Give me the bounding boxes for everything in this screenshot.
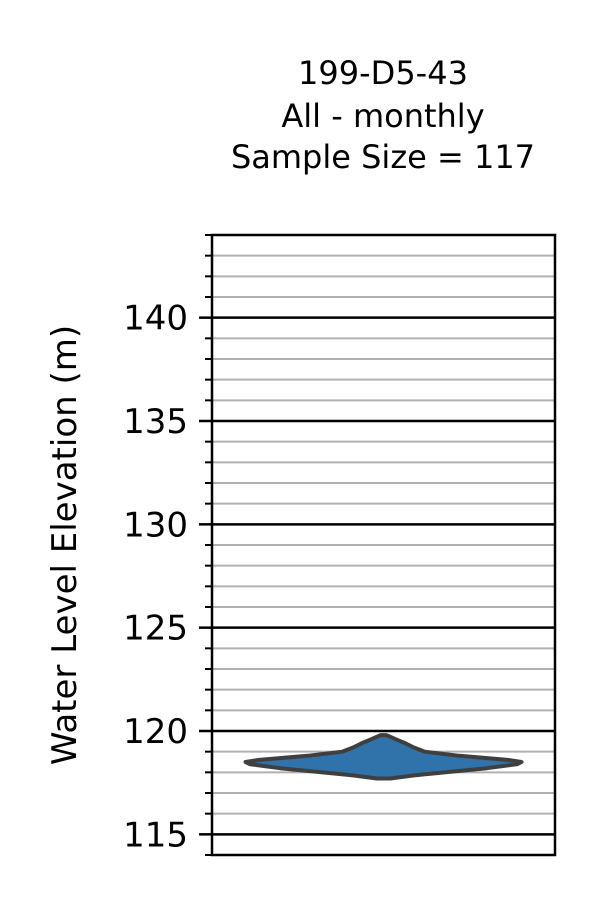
major-ticks (199, 316, 212, 836)
y-axis-label: Water Level Elevation (m) (45, 325, 85, 765)
chart-title-line-1: 199-D5-43 (298, 54, 468, 92)
y-tick-labels: 115 120 125 130 135 140 (123, 299, 188, 856)
y-axis: 115 120 125 130 135 140 (123, 234, 212, 856)
major-grid (212, 316, 555, 836)
plot-area (210, 233, 557, 857)
y-tick-label: 135 (123, 402, 188, 442)
chart-title-line-3: Sample Size = 117 (231, 138, 535, 176)
y-tick-label: 120 (123, 712, 188, 752)
violins (243, 733, 524, 781)
y-tick-label: 130 (123, 505, 188, 545)
chart-title-line-2: All - monthly (281, 97, 484, 135)
y-tick-label: 140 (123, 299, 188, 339)
y-tick-label: 125 (123, 609, 188, 649)
minor-ticks (205, 234, 212, 856)
violin-shape (243, 733, 524, 781)
y-tick-label: 115 (123, 815, 188, 855)
